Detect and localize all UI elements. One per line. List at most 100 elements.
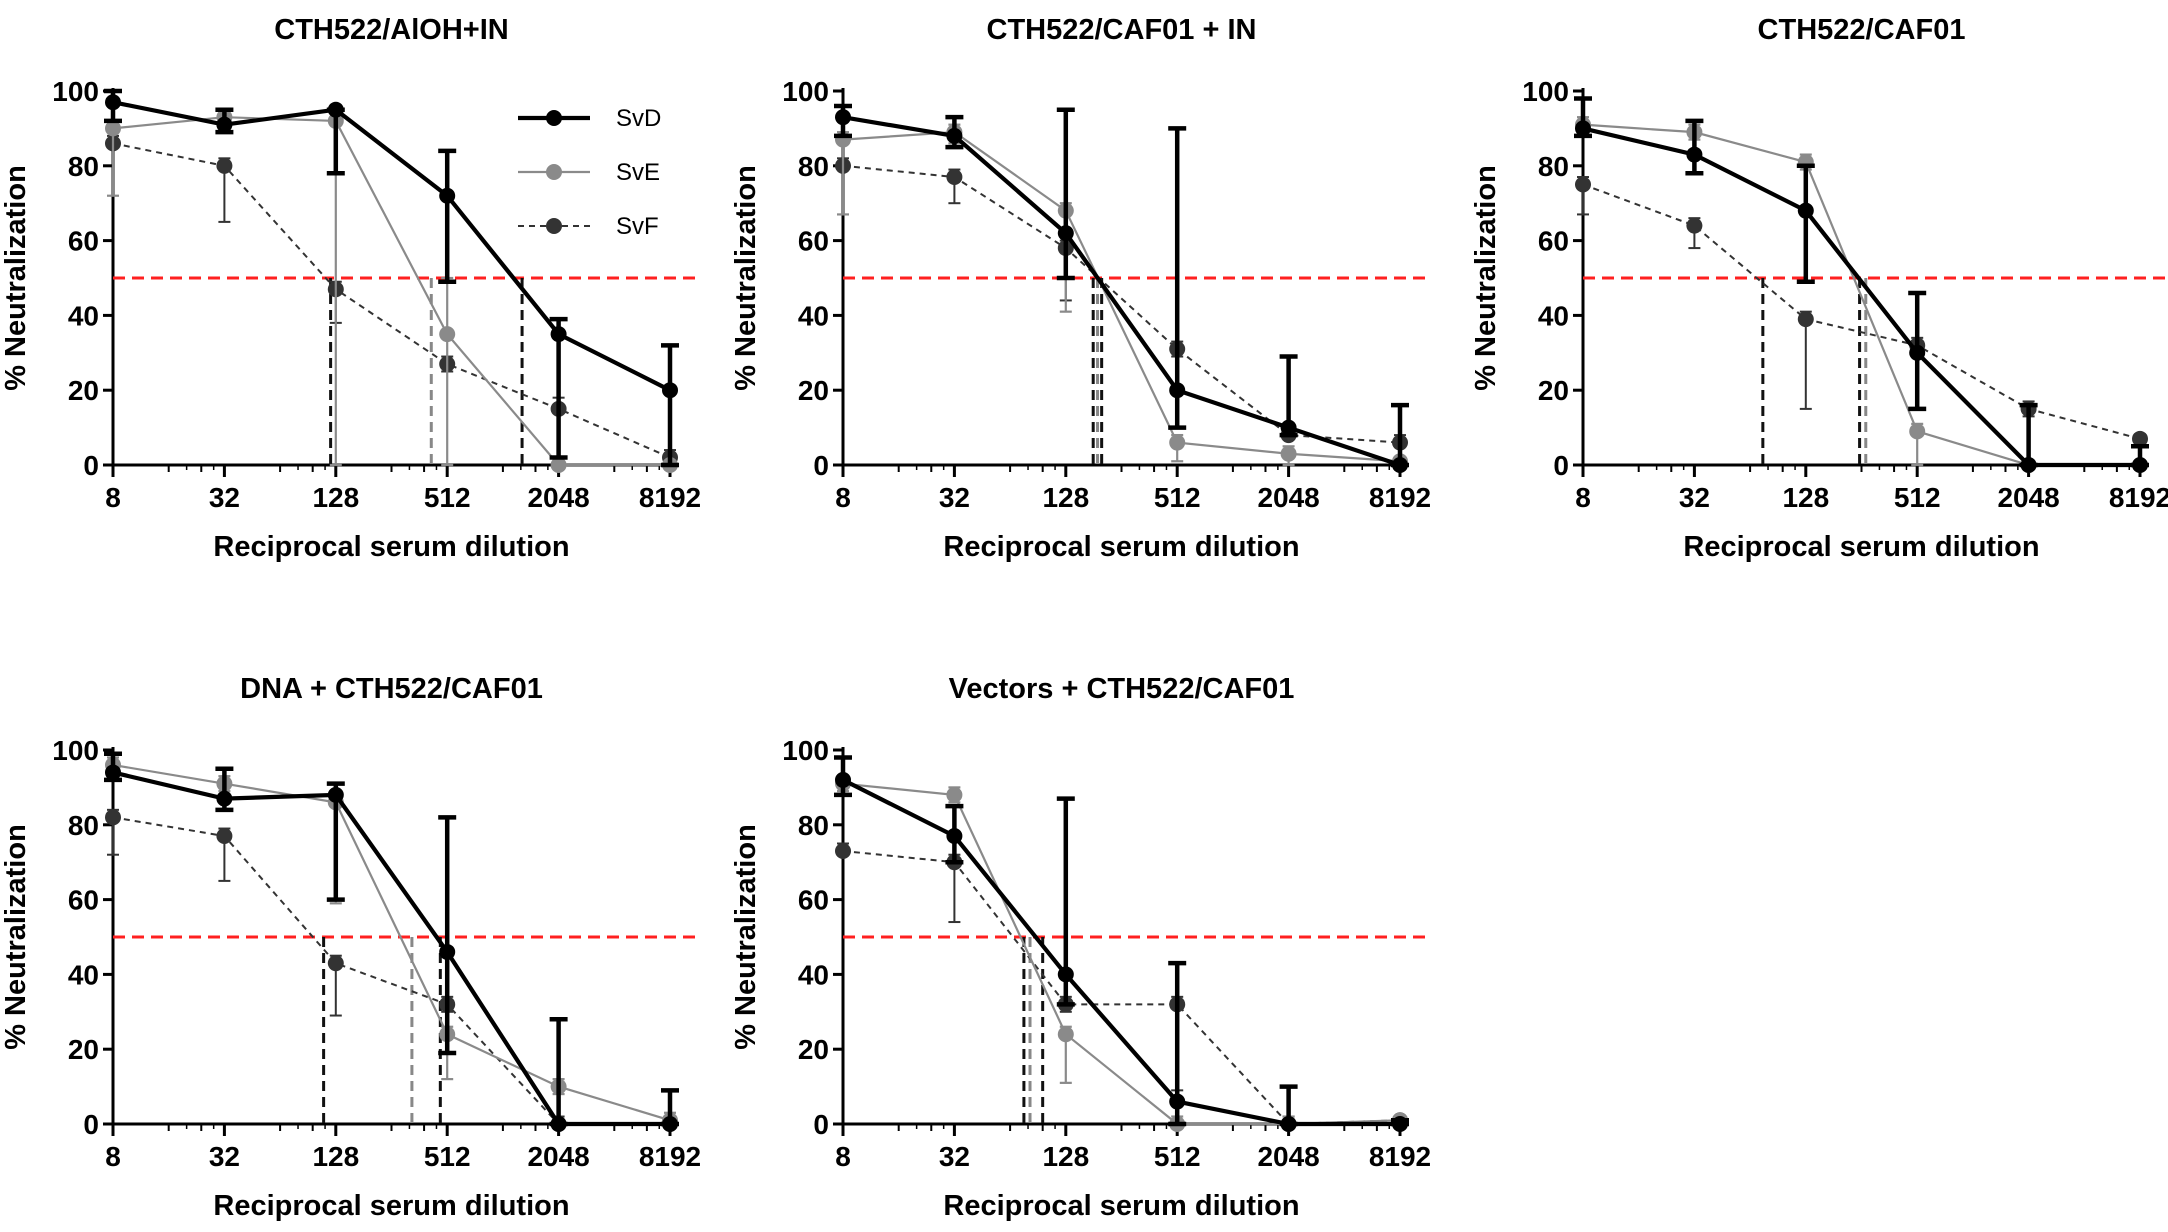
data-point-sve	[1169, 434, 1186, 451]
x-tick-label: 512	[424, 1141, 471, 1172]
data-point-svf	[105, 809, 121, 826]
chart-title: Vectors + CTH522/CAF01	[949, 673, 1295, 705]
y-tick-label: 0	[83, 450, 99, 481]
y-tick-label: 80	[68, 151, 99, 182]
x-tick-label: 8192	[1369, 482, 1431, 513]
data-point-svd	[1909, 344, 1926, 361]
y-tick-label: 20	[798, 375, 829, 406]
x-tick-label: 128	[1042, 482, 1089, 513]
data-point-svd	[327, 786, 344, 803]
x-tick-label: 8192	[639, 1141, 701, 1172]
legend-marker-svd	[546, 110, 562, 126]
data-point-sve	[1057, 1026, 1074, 1043]
data-point-sve	[1909, 423, 1926, 440]
x-tick-label: 32	[939, 1141, 970, 1172]
data-point-svd	[1797, 202, 1814, 219]
y-tick-label: 80	[68, 810, 99, 841]
x-tick-label: 2048	[527, 482, 589, 513]
x-tick-label: 128	[1042, 1141, 1089, 1172]
y-tick-label: 40	[68, 959, 99, 990]
series-line-svd	[842, 778, 1400, 1127]
data-point-sve	[550, 457, 567, 473]
x-tick-label: 8	[835, 1141, 851, 1172]
series-line-sve	[112, 116, 670, 467]
series-line-svf	[1582, 183, 2141, 440]
series-line-svf	[842, 849, 1401, 1126]
y-tick-label: 100	[1522, 76, 1569, 107]
x-tick-label: 8	[835, 482, 851, 513]
y-axis-label: % Neutralization	[1470, 165, 1502, 391]
x-tick-label: 512	[424, 482, 471, 513]
y-tick-label: 0	[813, 1109, 829, 1140]
data-point-svd	[2132, 457, 2148, 473]
x-tick-label: 8192	[2109, 482, 2168, 513]
data-point-svd	[1575, 120, 1591, 137]
y-tick-label: 0	[813, 450, 829, 481]
y-tick-label: 0	[83, 1109, 99, 1140]
y-tick-label: 80	[798, 151, 829, 182]
data-point-svd	[662, 382, 678, 399]
chart-title: CTH522/CAF01	[1758, 14, 1966, 46]
x-tick-label: 128	[1782, 482, 1829, 513]
y-tick-label: 20	[68, 1034, 99, 1065]
x-axis-label: Reciprocal serum dilution	[943, 1190, 1299, 1222]
x-tick-label: 32	[1679, 482, 1710, 513]
data-point-svd	[946, 828, 963, 845]
y-tick-label: 80	[798, 810, 829, 841]
x-tick-label: 2048	[1997, 482, 2059, 513]
chart-title: CTH522/AlOH+IN	[274, 14, 508, 46]
y-tick-label: 100	[782, 76, 829, 107]
y-tick-label: 60	[798, 885, 829, 916]
chart-panel-1: CTH522/AlOH+IN 0 20 40 60 80 100 8 32 128 512 2048 8…	[0, 14, 701, 563]
series-line-svf	[842, 164, 1401, 444]
x-tick-label: 2048	[1257, 1141, 1319, 1172]
y-tick-label: 40	[798, 300, 829, 331]
x-axis-label: Reciprocal serum dilution	[213, 1190, 569, 1222]
data-point-svf	[1686, 217, 1703, 234]
series-line-sve	[112, 763, 671, 1122]
x-tick-label: 128	[312, 1141, 359, 1172]
data-point-svf	[946, 169, 963, 186]
x-tick-label: 8192	[639, 482, 701, 513]
y-tick-label: 20	[68, 375, 99, 406]
y-tick-label: 40	[798, 959, 829, 990]
legend-marker-sve	[546, 164, 562, 180]
legend-label-svd: SvD	[616, 105, 661, 132]
y-tick-label: 40	[1538, 300, 1569, 331]
data-point-svf	[835, 842, 851, 859]
data-point-svd	[105, 764, 121, 781]
data-point-svd	[835, 109, 851, 126]
data-point-svd	[105, 94, 121, 111]
data-point-svd	[1392, 1116, 1408, 1132]
series-line-sve	[842, 131, 1401, 463]
y-tick-label: 0	[1553, 450, 1569, 481]
y-axis-label: % Neutralization	[730, 824, 762, 1050]
x-tick-label: 32	[209, 1141, 240, 1172]
series-line-svd	[842, 115, 1401, 467]
data-point-svf	[1797, 311, 1814, 328]
data-point-svd	[2020, 457, 2037, 473]
chart-panel-2: CTH522/CAF01 + IN 0 20 40 60 80 100 8 32 128 512 20…	[730, 14, 1431, 563]
data-point-svd	[662, 1116, 678, 1132]
series-line-svf	[112, 816, 670, 1125]
x-tick-label: 8192	[1369, 1141, 1431, 1172]
data-point-svf	[216, 157, 233, 174]
data-point-svd	[835, 771, 851, 788]
x-tick-label: 8	[1575, 482, 1591, 513]
x-tick-label: 8	[105, 1141, 121, 1172]
x-tick-label: 2048	[1257, 482, 1319, 513]
y-tick-label: 60	[68, 885, 99, 916]
x-tick-label: 512	[1894, 482, 1941, 513]
data-point-svf	[1575, 176, 1591, 193]
data-point-sve	[1280, 445, 1297, 462]
data-point-sve	[946, 786, 963, 803]
data-point-svd	[1169, 1093, 1186, 1110]
y-tick-label: 60	[798, 226, 829, 257]
x-tick-label: 512	[1154, 482, 1201, 513]
data-point-svd	[1057, 225, 1074, 242]
data-point-svd	[1057, 966, 1074, 983]
x-tick-label: 32	[209, 482, 240, 513]
x-axis-label: Reciprocal serum dilution	[1683, 531, 2039, 563]
y-axis-label: % Neutralization	[0, 824, 32, 1050]
legend-marker-svf	[546, 218, 562, 234]
